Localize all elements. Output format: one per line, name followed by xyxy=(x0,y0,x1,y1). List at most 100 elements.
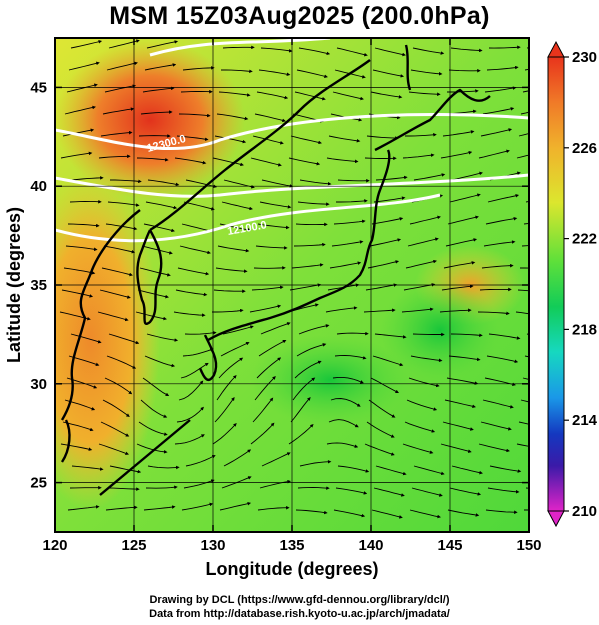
streamline xyxy=(336,331,369,336)
streamline xyxy=(174,157,207,165)
streamline xyxy=(100,421,130,437)
y-tick-label: 40 xyxy=(30,178,47,195)
streamline xyxy=(254,375,276,401)
streamline xyxy=(139,267,171,277)
streamline xyxy=(137,289,169,299)
streamline xyxy=(450,333,483,338)
coast-china xyxy=(60,209,141,421)
coast-korea xyxy=(136,229,163,325)
streamline xyxy=(325,306,358,313)
green-region-east xyxy=(380,280,500,380)
streamline xyxy=(135,311,167,321)
streamline xyxy=(138,421,168,436)
streamline xyxy=(522,377,529,380)
streamline xyxy=(478,149,510,159)
streamline xyxy=(253,266,286,270)
coast-sakhalin xyxy=(404,44,412,91)
streamline xyxy=(480,128,513,137)
streamline xyxy=(486,355,519,364)
streamline xyxy=(517,289,529,292)
streamline xyxy=(364,443,395,456)
coast-taiwan xyxy=(60,419,71,463)
streamline xyxy=(222,45,255,50)
streamline xyxy=(288,157,321,166)
x-tick-label: 125 xyxy=(121,537,146,554)
streamline xyxy=(363,308,396,313)
streamline xyxy=(371,509,403,519)
streamlines xyxy=(59,39,529,519)
streamline xyxy=(258,69,291,77)
streamline xyxy=(410,355,443,363)
colorbar-label: 222 xyxy=(572,231,597,248)
streamline xyxy=(477,311,510,316)
streamline xyxy=(516,154,529,159)
streamline xyxy=(183,479,215,489)
streamline xyxy=(336,199,368,203)
coastlines xyxy=(60,44,491,496)
streamline xyxy=(178,380,204,401)
streamline xyxy=(515,311,529,315)
colorbar-label: 226 xyxy=(572,140,597,157)
streamline xyxy=(261,452,291,467)
streamline xyxy=(185,455,216,467)
streamline xyxy=(408,377,440,388)
streamline xyxy=(141,245,173,255)
streamline xyxy=(335,487,368,495)
y-tick-label: 45 xyxy=(30,79,47,96)
streamline xyxy=(375,465,407,476)
colorbar-label: 230 xyxy=(572,49,597,66)
colorbar: 230 226 222 218 214 210 xyxy=(547,40,598,528)
streamline xyxy=(405,133,437,137)
streamline xyxy=(71,176,104,181)
streamline xyxy=(332,91,364,101)
x-tick-label: 130 xyxy=(200,537,225,554)
streamline xyxy=(451,465,483,475)
streamline xyxy=(293,242,326,247)
map-title: MSM 15Z03Aug2025 (200.0hPa) xyxy=(109,2,490,30)
green-region-center xyxy=(250,335,410,425)
streamline xyxy=(65,245,98,252)
y-tick-label: 25 xyxy=(30,475,47,492)
streamline xyxy=(336,47,368,57)
streamline xyxy=(374,47,406,57)
streamline xyxy=(180,362,209,379)
streamline xyxy=(333,219,366,225)
streamline xyxy=(447,509,480,517)
streamline xyxy=(145,201,178,210)
streamline xyxy=(259,479,291,489)
streamline xyxy=(328,419,359,428)
colorbar-label: 210 xyxy=(572,503,597,520)
streamline xyxy=(257,505,290,511)
streamline xyxy=(102,399,130,417)
streamline xyxy=(147,465,180,470)
streamline xyxy=(442,130,475,137)
colorbar-top-arrow xyxy=(547,40,565,58)
streamline xyxy=(331,240,364,247)
streamline xyxy=(294,360,322,379)
streamline xyxy=(445,238,478,247)
streamline xyxy=(402,153,435,159)
streamline xyxy=(144,63,177,71)
streamline xyxy=(176,135,209,141)
x-tick-label: 120 xyxy=(42,537,67,554)
streamline xyxy=(413,173,446,181)
streamline xyxy=(175,289,208,297)
y-axis-label: Latitude (degrees) xyxy=(4,207,24,363)
streamline xyxy=(451,171,483,181)
streamline xyxy=(337,178,370,183)
streamline xyxy=(214,397,235,423)
streamline xyxy=(406,399,438,411)
x-tick-label: 135 xyxy=(279,537,304,554)
streamline xyxy=(487,194,520,203)
streamline xyxy=(295,509,328,515)
streamline xyxy=(289,283,322,291)
streamline xyxy=(488,45,521,50)
streamline xyxy=(299,179,332,186)
streamline xyxy=(450,47,483,53)
y-tick-label: 35 xyxy=(30,277,47,294)
streamline xyxy=(521,245,529,247)
streamline xyxy=(250,157,282,167)
colorbar-bar xyxy=(547,56,565,512)
credit-line-drawing: Drawing by DCL (https://www.gfd-dennou.o… xyxy=(149,594,450,606)
